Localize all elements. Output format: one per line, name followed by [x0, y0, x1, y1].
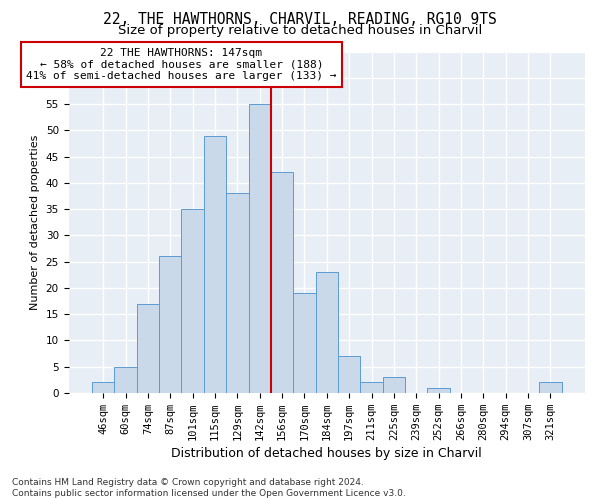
- Bar: [338, 356, 361, 393]
- Bar: [159, 256, 181, 393]
- Bar: [92, 382, 115, 393]
- Text: 22 THE HAWTHORNS: 147sqm
← 58% of detached houses are smaller (188)
41% of semi-: 22 THE HAWTHORNS: 147sqm ← 58% of detach…: [26, 48, 337, 81]
- Bar: [115, 366, 137, 393]
- Text: Contains HM Land Registry data © Crown copyright and database right 2024.
Contai: Contains HM Land Registry data © Crown c…: [12, 478, 406, 498]
- Bar: [316, 272, 338, 393]
- Bar: [226, 194, 248, 393]
- Bar: [383, 377, 405, 393]
- Bar: [204, 136, 226, 393]
- Bar: [293, 293, 316, 393]
- Bar: [248, 104, 271, 393]
- Bar: [137, 304, 159, 393]
- Text: Size of property relative to detached houses in Charvil: Size of property relative to detached ho…: [118, 24, 482, 37]
- Bar: [539, 382, 562, 393]
- Text: 22, THE HAWTHORNS, CHARVIL, READING, RG10 9TS: 22, THE HAWTHORNS, CHARVIL, READING, RG1…: [103, 12, 497, 28]
- X-axis label: Distribution of detached houses by size in Charvil: Distribution of detached houses by size …: [172, 447, 482, 460]
- Bar: [361, 382, 383, 393]
- Y-axis label: Number of detached properties: Number of detached properties: [30, 134, 40, 310]
- Bar: [427, 388, 450, 393]
- Bar: [271, 172, 293, 393]
- Bar: [181, 209, 204, 393]
